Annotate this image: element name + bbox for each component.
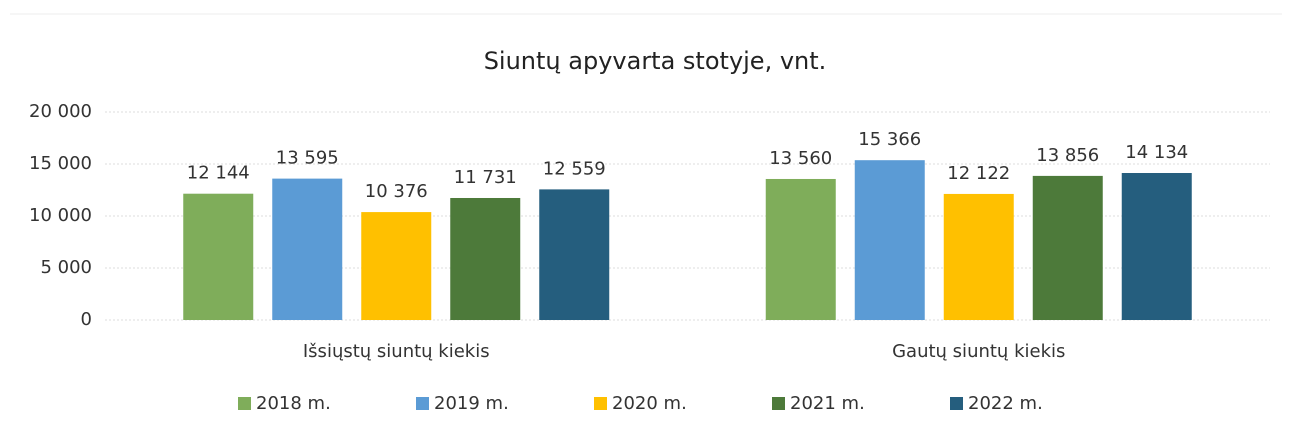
- value-label: 13 560: [769, 148, 832, 169]
- legend-swatch: [238, 397, 251, 410]
- legend-swatch: [416, 397, 429, 410]
- legend-label: 2020 m.: [612, 393, 687, 414]
- y-tick-label: 5 000: [40, 257, 92, 278]
- bar: [450, 197, 521, 320]
- y-tick-label: 10 000: [29, 205, 92, 226]
- value-label: 12 122: [947, 163, 1010, 184]
- bar: [1121, 173, 1192, 320]
- y-tick-label: 20 000: [29, 101, 92, 122]
- value-label: 14 134: [1125, 142, 1188, 163]
- x-tick-label: Išsiųstų siuntų kiekis: [303, 341, 490, 362]
- bar: [854, 160, 925, 320]
- legend-swatch: [950, 397, 963, 410]
- bar: [361, 212, 432, 320]
- value-label: 11 731: [454, 167, 517, 188]
- legend-label: 2022 m.: [968, 393, 1043, 414]
- y-tick-label: 15 000: [29, 153, 92, 174]
- legend-label: 2021 m.: [790, 393, 865, 414]
- value-label: 12 559: [543, 158, 606, 179]
- value-label: 15 366: [858, 129, 921, 150]
- bar: [1032, 175, 1103, 320]
- bar: [183, 193, 254, 320]
- bar: [943, 193, 1014, 320]
- legend-label: 2019 m.: [434, 393, 509, 414]
- legend-label: 2018 m.: [256, 393, 331, 414]
- bar: [272, 178, 343, 320]
- legend-swatch: [594, 397, 607, 410]
- value-label: 12 144: [187, 163, 250, 184]
- y-tick-label: 0: [81, 309, 92, 330]
- chart-title: Siuntų apyvarta stotyje, vnt.: [484, 47, 827, 75]
- value-label: 13 595: [276, 148, 339, 169]
- legend-swatch: [772, 397, 785, 410]
- value-label: 13 856: [1036, 145, 1099, 166]
- value-label: 10 376: [365, 181, 428, 202]
- bar: [539, 189, 610, 320]
- bar: [765, 178, 836, 320]
- x-tick-label: Gautų siuntų kiekis: [892, 341, 1065, 362]
